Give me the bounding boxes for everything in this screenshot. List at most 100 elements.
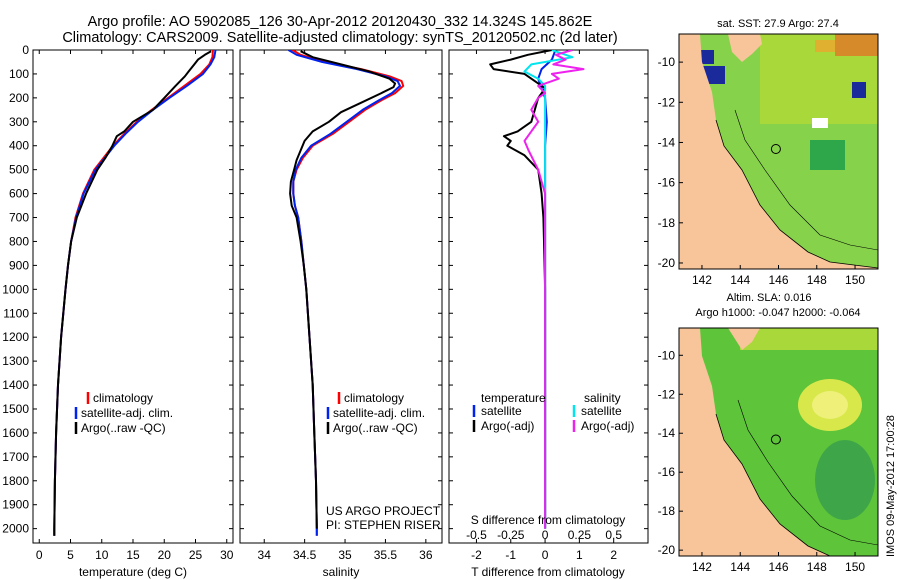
y-tick-label: 200 xyxy=(9,91,29,105)
y-tick-label: 1800 xyxy=(2,474,29,488)
legend-label-satellite: satellite-adj. clim. xyxy=(81,406,173,420)
y-tick-label: 1500 xyxy=(2,402,29,416)
x-tick-label: 0 xyxy=(542,548,549,562)
map-x-tick-label: 142 xyxy=(692,560,712,574)
x-tick-label: 34.5 xyxy=(293,548,317,562)
series-line-satellite-adj-clim- xyxy=(287,50,401,536)
x-tick-label: 35 xyxy=(338,548,352,562)
sst-missing-data xyxy=(812,118,828,128)
x-tick-label: 10 xyxy=(95,548,109,562)
s-x-tick-label: 0.5 xyxy=(605,528,622,542)
x-tick-label: -1 xyxy=(505,548,516,562)
legend-label-sal-satellite: satellite xyxy=(581,404,622,418)
coastline xyxy=(715,119,878,269)
y-tick-label: 400 xyxy=(9,139,29,153)
map-y-tick-label: -16 xyxy=(658,176,676,190)
legend-label-climatology: climatology xyxy=(344,391,404,405)
coastline xyxy=(715,413,831,556)
x-tick-label: 25 xyxy=(189,548,203,562)
series-line-temperature-satellite xyxy=(537,50,557,529)
map-x-tick-label: 148 xyxy=(807,273,827,287)
series-line-salinity-argo-adj- xyxy=(523,50,585,529)
legend-label-satellite: satellite-adj. clim. xyxy=(333,406,425,420)
x-tick-label: 15 xyxy=(126,548,140,562)
y-tick-label: 1600 xyxy=(2,426,29,440)
legend-label-argo: Argo(..raw -QC) xyxy=(333,421,418,435)
map-y-tick-label: -14 xyxy=(658,135,676,149)
difference-series xyxy=(489,50,585,529)
x-tick-label: 2 xyxy=(610,548,617,562)
sst-map-axes: 142 144 146 148 150 -10 -12 -14 -16 -18 -20 xyxy=(658,55,866,287)
sst-cold-patch xyxy=(700,50,714,64)
series-line-climatology xyxy=(53,50,214,536)
map-y-tick-label: -18 xyxy=(658,216,676,230)
y-tick-label: 900 xyxy=(9,258,29,272)
y-tick-label: 1300 xyxy=(2,354,29,368)
y-tick-label: 700 xyxy=(9,211,29,225)
project-label: US ARGO PROJECT xyxy=(326,504,441,518)
sla-map xyxy=(679,328,878,556)
map-x-tick-label: 146 xyxy=(768,273,788,287)
salinity-legend: climatology satellite-adj. clim. Argo(..… xyxy=(326,391,425,435)
legend-title-temperature: temperature xyxy=(481,391,546,405)
map-x-tick-label: 144 xyxy=(730,560,750,574)
map-x-tick-label: 142 xyxy=(692,273,712,287)
difference-axes: -2 -1 0 1 2 -0.5 -0.25 0 0.25 0.5 xyxy=(449,49,648,562)
argo-location-marker xyxy=(770,434,781,445)
x-tick-label: 1 xyxy=(576,548,583,562)
s-x-tick-label: -0.5 xyxy=(466,528,487,542)
sst-cold-patch xyxy=(852,82,866,98)
x-tick-label: 35.5 xyxy=(374,548,398,562)
map-x-tick-label: 146 xyxy=(768,560,788,574)
legend-label-argo: Argo(..raw -QC) xyxy=(81,421,166,435)
series-line-temperature-argo-adj- xyxy=(489,50,553,529)
legend-label-temp-argo: Argo(-adj) xyxy=(481,419,534,433)
sst-cool-region xyxy=(810,140,845,170)
figure-title: Argo profile: AO 5902085_126 30-Apr-2012… xyxy=(87,14,593,30)
s-x-tick-label: -0.25 xyxy=(497,528,525,542)
y-tick-label: 1900 xyxy=(2,498,29,512)
y-tick-label: 0 xyxy=(22,43,29,57)
legend-label-sal-argo: Argo(-adj) xyxy=(581,419,634,433)
x-tick-label: -2 xyxy=(471,548,482,562)
bathymetry-contour xyxy=(734,109,878,251)
bathymetry-contour xyxy=(737,399,878,546)
y-tick-label: 500 xyxy=(9,163,29,177)
y-tick-label: 2000 xyxy=(2,522,29,536)
map-y-tick-label: -18 xyxy=(658,504,676,518)
difference-legend: temperature salinity satellite Argo(-adj… xyxy=(472,391,634,433)
y-tick-label: 600 xyxy=(9,187,29,201)
sla-shelf-region xyxy=(740,328,878,350)
salinity-xlabel: salinity xyxy=(323,565,360,579)
t-difference-xlabel: T difference from climatology xyxy=(471,565,625,579)
map-y-tick-label: -10 xyxy=(658,55,676,69)
sla-low-anomaly xyxy=(815,440,875,520)
sla-map-title: Altim. SLA: 0.016 xyxy=(727,292,812,304)
temperature-xlabel: temperature (deg C) xyxy=(79,565,187,579)
timestamp-stamp: IMOS 09-May-2012 17:00:28 xyxy=(885,415,897,557)
map-y-tick-label: -20 xyxy=(658,256,676,270)
y-tick-label: 1000 xyxy=(2,282,29,296)
land-new-guinea xyxy=(728,328,760,350)
series-line-argo-raw-qc- xyxy=(289,50,397,529)
temperature-axes: 0100200300400500600700800900100011001200… xyxy=(2,43,233,562)
legend-label-temp-satellite: satellite xyxy=(481,404,522,418)
s-x-tick-label: 0 xyxy=(542,528,549,542)
land-australia xyxy=(679,34,878,269)
legend-title-salinity: salinity xyxy=(584,391,621,405)
sst-hot-patch xyxy=(835,34,878,56)
series-line-climatology xyxy=(291,50,405,536)
s-x-tick-label: 0.25 xyxy=(568,528,592,542)
sst-map-title: sat. SST: 27.9 Argo: 27.4 xyxy=(717,18,839,30)
map-x-tick-label: 144 xyxy=(730,273,750,287)
salinity-plot-frame xyxy=(239,49,443,544)
sst-cold-patch xyxy=(703,66,725,84)
legend-label-climatology: climatology xyxy=(93,391,153,405)
map-y-tick-label: -10 xyxy=(658,348,676,362)
y-tick-label: 1700 xyxy=(2,450,29,464)
x-tick-label: 34 xyxy=(258,548,272,562)
x-tick-label: 36 xyxy=(419,548,433,562)
map-x-tick-label: 148 xyxy=(807,560,827,574)
series-line-argo-raw-qc- xyxy=(53,50,212,536)
pi-label: PI: STEPHEN RISER xyxy=(326,518,441,532)
